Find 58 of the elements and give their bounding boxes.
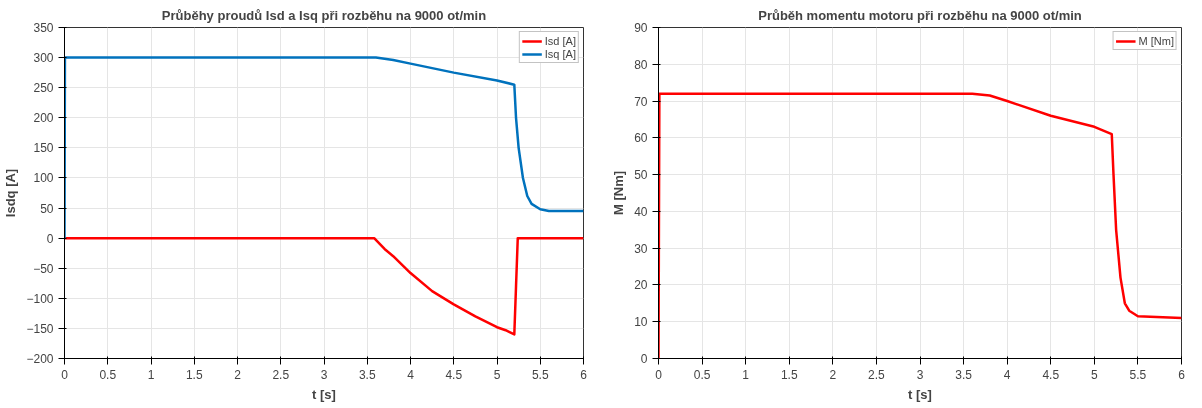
y-tick-label: −150 <box>26 321 54 336</box>
chart-title: Průběhy proudů Isd a Isq při rozběhu na 9000 ot/min <box>161 7 487 23</box>
y-tick-label: 150 <box>33 141 54 156</box>
x-tick-label: 1.5 <box>185 367 203 382</box>
x-axis-title: t [s] <box>908 386 932 402</box>
y-tick-label: 0 <box>640 352 648 366</box>
y-tick-label: 200 <box>33 111 54 126</box>
y-tick-label: 10 <box>634 315 648 330</box>
x-tick-label: 1.5 <box>780 367 798 382</box>
x-tick-label: 3 <box>916 367 924 382</box>
x-tick-label: 3 <box>320 367 328 382</box>
x-tick-label: 3.5 <box>955 367 973 382</box>
x-tick-label: 2 <box>829 367 837 382</box>
x-tick-label: 4.5 <box>1042 367 1060 382</box>
x-tick-label: 5 <box>1091 367 1098 382</box>
y-tick-label: 70 <box>634 94 648 109</box>
x-tick-label: 0 <box>655 367 663 382</box>
y-tick-label: −50 <box>33 261 54 276</box>
y-tick-label: −200 <box>26 352 54 366</box>
legend-label: Isq [A] <box>544 47 576 60</box>
x-tick-label: 2.5 <box>272 367 290 382</box>
x-tick-label: 4.5 <box>445 367 463 382</box>
x-tick-label: 0.5 <box>693 367 711 382</box>
legend-label: Isd [A] <box>544 34 576 47</box>
x-tick-label: 4 <box>407 367 415 382</box>
x-tick-label: 1 <box>742 367 750 382</box>
y-tick-label: 50 <box>40 201 54 216</box>
x-tick-label: 6 <box>1178 367 1186 382</box>
x-tick-label: 3.5 <box>358 367 376 382</box>
x-tick-label: 1 <box>147 367 155 382</box>
line-series <box>64 236 584 336</box>
y-tick-label: 0 <box>46 231 54 246</box>
x-tick-label: 5.5 <box>1129 367 1147 382</box>
y-tick-label: 100 <box>33 171 54 186</box>
y-tick-label: 20 <box>634 278 648 293</box>
x-tick-label: 0.5 <box>99 367 117 382</box>
y-tick-label: 40 <box>634 204 648 219</box>
y-tick-label: 250 <box>33 81 54 96</box>
y-tick-label: 90 <box>634 21 648 35</box>
y-axis-title: Isdq [A] <box>3 168 19 218</box>
x-tick-label: 5 <box>493 367 501 382</box>
y-tick-label: 60 <box>634 131 648 146</box>
x-tick-label: 2.5 <box>868 367 886 382</box>
legend-label: M [Nm] <box>1138 34 1174 47</box>
x-tick-label: 5.5 <box>531 367 549 382</box>
y-tick-label: 30 <box>634 241 648 256</box>
x-tick-label: 0 <box>61 367 69 382</box>
y-tick-label: −100 <box>26 291 54 306</box>
x-axis-title: t [s] <box>312 386 336 402</box>
y-axis-title: M [Nm] <box>611 170 627 216</box>
y-tick-label: 350 <box>33 21 54 35</box>
y-tick-label: 50 <box>634 168 648 183</box>
y-tick-label: 80 <box>634 57 648 72</box>
chart-title: Průběh momentu motoru při rozběhu na 9000 ot/min <box>758 7 1082 23</box>
x-tick-label: 2 <box>234 367 242 382</box>
x-tick-label: 4 <box>1003 367 1011 382</box>
x-tick-label: 6 <box>580 367 588 382</box>
y-tick-label: 300 <box>33 51 54 66</box>
